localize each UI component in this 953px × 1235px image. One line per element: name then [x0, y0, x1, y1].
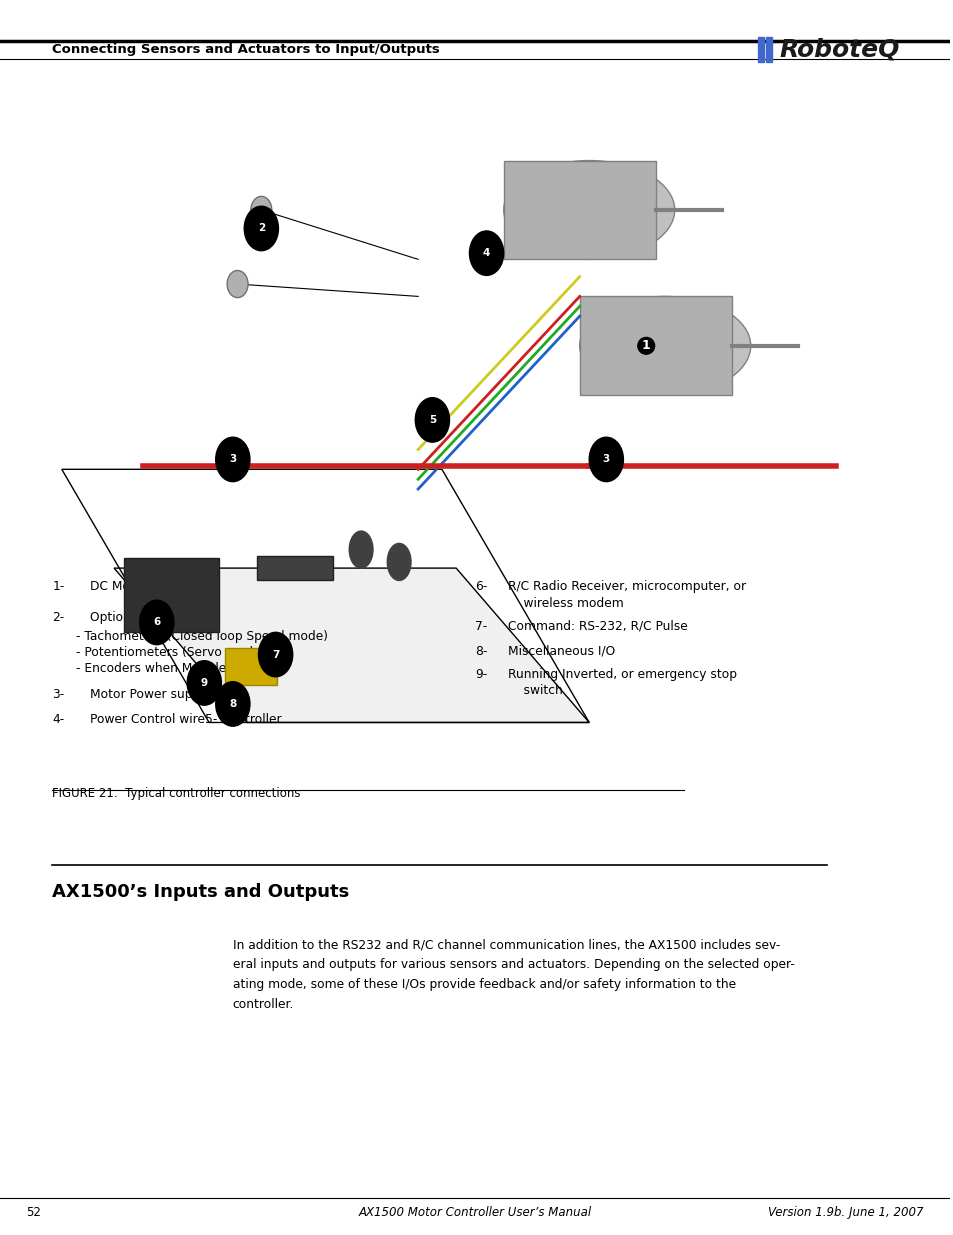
Circle shape: [244, 206, 278, 251]
Text: Motor Power supply wires: Motor Power supply wires: [91, 688, 247, 701]
Circle shape: [589, 437, 622, 482]
Text: 4-: 4-: [52, 713, 65, 726]
Bar: [503, 161, 655, 259]
Text: Running Inverted, or emergency stop: Running Inverted, or emergency stop: [508, 668, 737, 682]
Text: Power Control wire5- Controller: Power Control wire5- Controller: [91, 713, 281, 726]
Bar: [765, 37, 771, 62]
Text: 1-: 1-: [52, 580, 65, 594]
Text: 3: 3: [229, 454, 236, 464]
Text: - Tachometers (Closed loop Speed mode): - Tachometers (Closed loop Speed mode): [76, 630, 328, 643]
Text: Miscellaneous I/O: Miscellaneous I/O: [508, 645, 615, 658]
Text: 52: 52: [27, 1207, 41, 1219]
Text: 3: 3: [602, 454, 609, 464]
Text: 5: 5: [428, 415, 436, 425]
Circle shape: [187, 661, 221, 705]
Ellipse shape: [349, 531, 373, 568]
Ellipse shape: [503, 161, 674, 259]
Polygon shape: [114, 568, 589, 722]
Text: 6: 6: [153, 618, 160, 627]
Text: eral inputs and outputs for various sensors and actuators. Depending on the sele: eral inputs and outputs for various sens…: [233, 958, 794, 972]
Text: 9-: 9-: [475, 668, 487, 682]
Text: switch: switch: [508, 684, 562, 698]
Ellipse shape: [227, 270, 248, 298]
Text: FIGURE 21.  Typical controller connections: FIGURE 21. Typical controller connection…: [52, 787, 300, 800]
Text: 4: 4: [482, 248, 490, 258]
Bar: [124, 558, 218, 632]
Text: AX1500 Motor Controller User’s Manual: AX1500 Motor Controller User’s Manual: [358, 1207, 591, 1219]
Text: DC Motors: DC Motors: [91, 580, 154, 594]
Circle shape: [415, 398, 449, 442]
Text: Optional sensors:: Optional sensors:: [91, 611, 197, 625]
Circle shape: [258, 632, 293, 677]
Bar: [579, 296, 731, 395]
Text: R/C Radio Receiver, microcomputer, or: R/C Radio Receiver, microcomputer, or: [508, 580, 746, 594]
Bar: [225, 648, 277, 685]
Text: 9: 9: [200, 678, 208, 688]
Text: 7: 7: [272, 650, 279, 659]
Text: 2-: 2-: [52, 611, 65, 625]
Text: ating mode, some of these I/Os provide feedback and/or safety information to the: ating mode, some of these I/Os provide f…: [233, 978, 735, 992]
Text: 8: 8: [229, 699, 236, 709]
Ellipse shape: [387, 543, 411, 580]
Bar: [256, 556, 333, 580]
Text: - Encoders when Module present: - Encoders when Module present: [76, 662, 276, 676]
Ellipse shape: [251, 196, 272, 224]
Text: Command: RS-232, R/C Pulse: Command: RS-232, R/C Pulse: [508, 620, 687, 634]
Text: RoboteQ: RoboteQ: [779, 37, 899, 62]
Text: - Potentiometers (Servo mode): - Potentiometers (Servo mode): [76, 646, 265, 659]
Text: Connecting Sensors and Actuators to Input/Outputs: Connecting Sensors and Actuators to Inpu…: [52, 43, 439, 56]
Text: 1: 1: [641, 340, 650, 352]
Text: 3-: 3-: [52, 688, 65, 701]
Bar: [758, 37, 763, 62]
Text: 6-: 6-: [475, 580, 487, 594]
Text: 8-: 8-: [475, 645, 487, 658]
Circle shape: [469, 231, 503, 275]
Circle shape: [215, 682, 250, 726]
Text: Version 1.9b. June 1, 2007: Version 1.9b. June 1, 2007: [767, 1207, 923, 1219]
Text: AX1500’s Inputs and Outputs: AX1500’s Inputs and Outputs: [52, 883, 349, 902]
Circle shape: [139, 600, 173, 645]
Text: wireless modem: wireless modem: [508, 597, 623, 610]
Text: In addition to the RS232 and R/C channel communication lines, the AX1500 include: In addition to the RS232 and R/C channel…: [233, 939, 780, 952]
Ellipse shape: [579, 296, 750, 395]
Text: 7-: 7-: [475, 620, 487, 634]
Text: 2: 2: [257, 224, 265, 233]
Circle shape: [215, 437, 250, 482]
Text: controller.: controller.: [233, 998, 294, 1011]
